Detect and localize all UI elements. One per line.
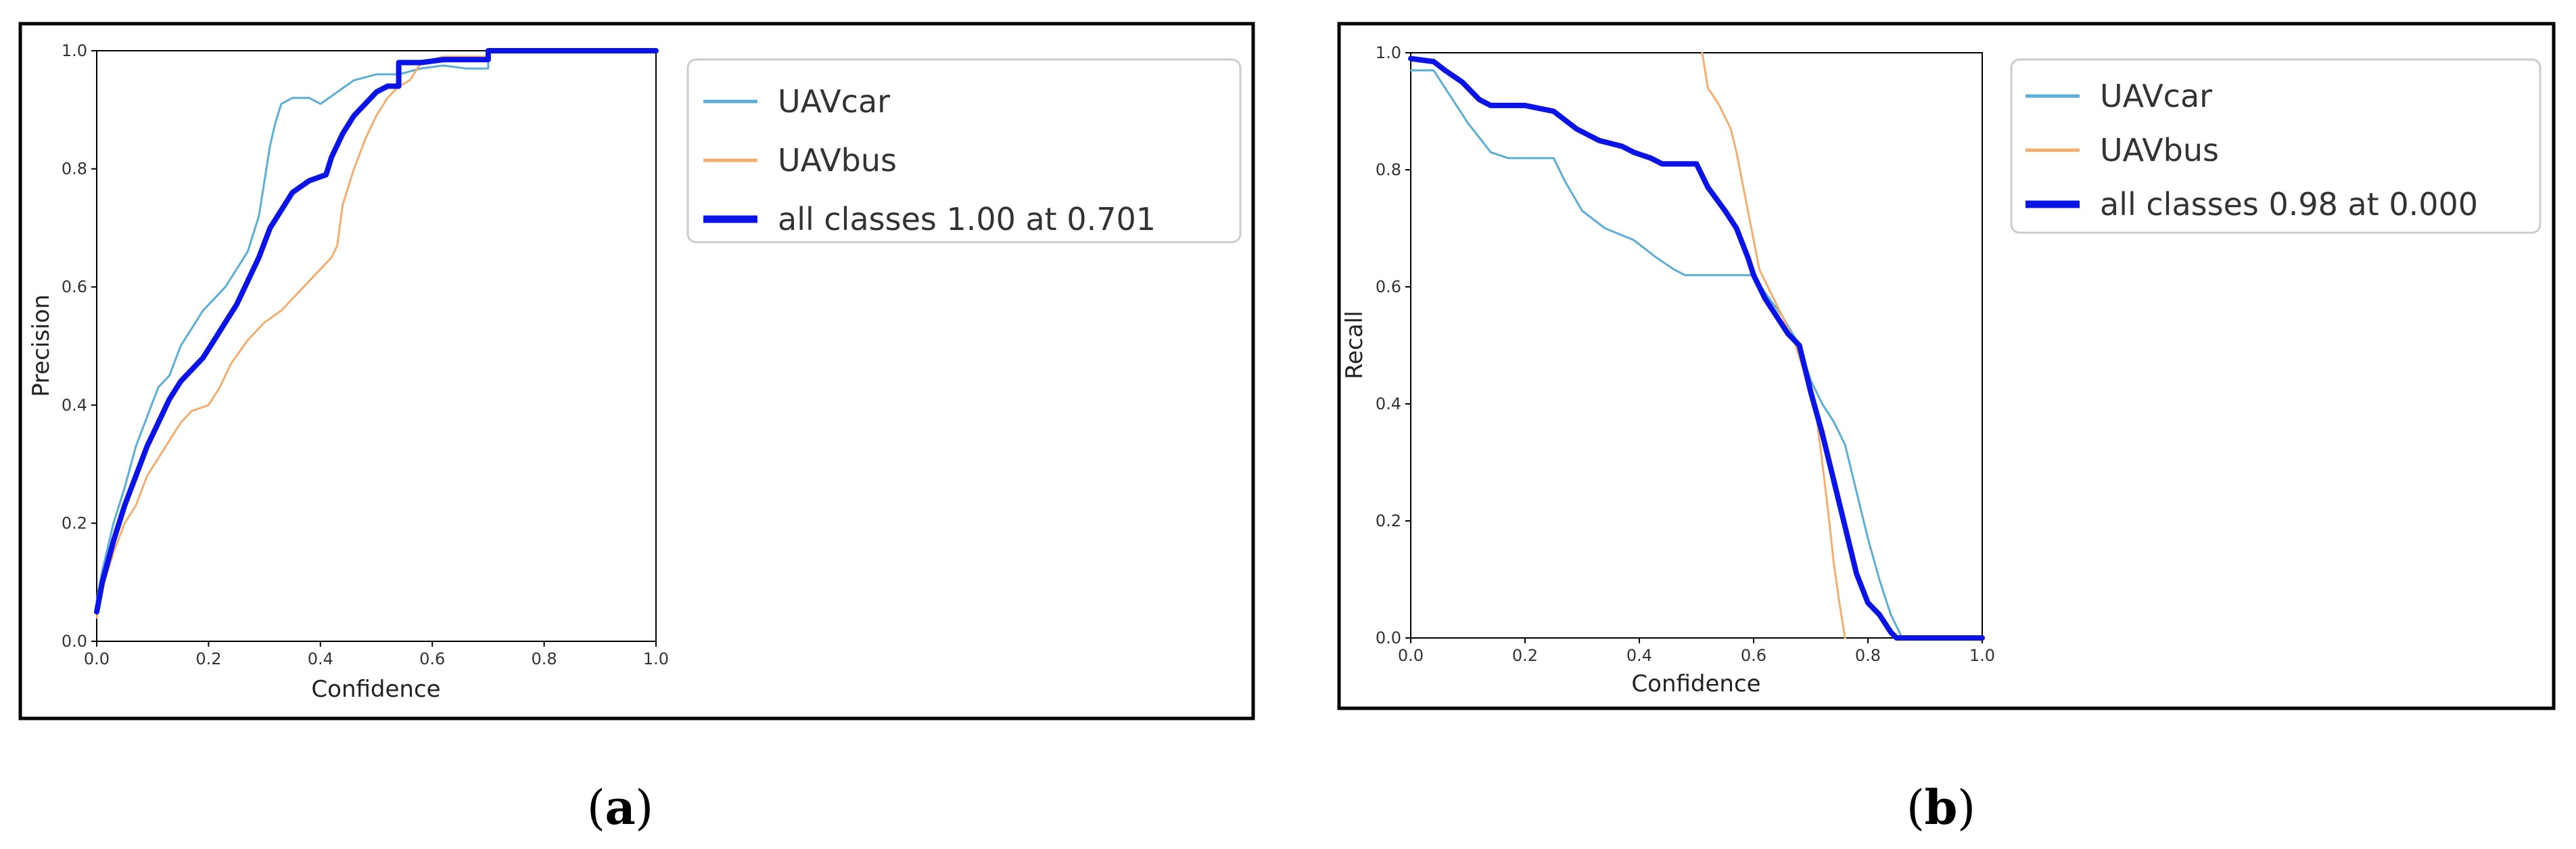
panel-b-series	[1408, 51, 1985, 641]
panel-b-x-axis-label: Confidence	[1631, 670, 1760, 697]
y-tick-label: 0.0	[62, 632, 87, 651]
panel-b-plot-area	[1410, 52, 1983, 639]
x-tick-label: 0.6	[1741, 646, 1766, 665]
panel-a: 0.0 0.2 0.4 0.6 0.8 1.0 0.0 0.2 0.4 0.6 0.8 1.0 Con…	[18, 22, 1255, 835]
y-tick-label: 0.8	[1376, 160, 1401, 179]
panel-b-caption-letter: b	[1925, 779, 1958, 835]
panel-a-legend: UAVcar UAVbus all classes 1.00 at 0.701	[703, 83, 1156, 237]
legend-label-3: all classes 1.00 at 0.701	[778, 201, 1156, 237]
x-tick-label: 1.0	[1969, 646, 1995, 665]
panel-a-caption-close: )	[635, 780, 653, 835]
panel-a-x-axis-label: Confidence	[311, 676, 440, 703]
panel-a-caption-letter: a	[605, 779, 635, 835]
legend-label-2: UAVbus	[2100, 132, 2219, 168]
series-line-3	[94, 48, 659, 615]
y-tick-label: 0.4	[1376, 394, 1401, 413]
y-tick-label: 0.2	[62, 513, 87, 532]
panel-b-legend: UAVcar UAVbus all classes 0.98 at 0.000	[2025, 78, 2478, 223]
legend-label-2: UAVbus	[778, 142, 897, 179]
panel-b-y-axis-label: Recall	[1341, 311, 1368, 379]
x-tick-label: 0.0	[84, 649, 110, 668]
y-tick-label: 1.0	[62, 41, 87, 60]
y-tick-label: 1.0	[1376, 43, 1401, 62]
x-tick-label: 1.0	[643, 649, 669, 668]
x-tick-label: 0.6	[419, 649, 445, 668]
panel-a-series	[94, 48, 659, 619]
panel-a-caption-open: (	[587, 780, 605, 835]
series-line-1	[95, 49, 657, 601]
legend-label-1: UAVcar	[778, 83, 890, 120]
x-tick-label: 0.2	[1512, 646, 1538, 665]
y-tick-label: 0.8	[62, 160, 87, 179]
series-line-2	[95, 49, 657, 619]
panel-a-ticks: 0.0 0.2 0.4 0.6 0.8 1.0 0.0 0.2 0.4 0.6 0.8 1.0	[62, 41, 669, 668]
panel-b-caption-open: (	[1906, 780, 1925, 835]
x-tick-label: 0.4	[308, 649, 333, 668]
x-tick-label: 0.4	[1626, 646, 1652, 665]
series-line-2	[1701, 51, 1846, 639]
series-line-1	[1409, 69, 1984, 639]
y-tick-label: 0.6	[62, 277, 87, 296]
y-tick-label: 0.4	[62, 396, 87, 415]
legend-label-3: all classes 0.98 at 0.000	[2100, 186, 2478, 223]
panel-a-plot-area	[96, 50, 657, 642]
x-tick-label: 0.0	[1398, 646, 1424, 665]
panel-b-caption-close: )	[1957, 780, 1975, 835]
x-tick-label: 0.8	[1855, 646, 1881, 665]
panel-a-legend-box	[686, 58, 1242, 244]
panel-b: 0.0 0.2 0.4 0.6 0.8 1.0 0.0 0.2 0.4 0.6 0.8 1.0 Con…	[1337, 22, 2556, 835]
y-tick-label: 0.0	[1376, 628, 1401, 647]
panel-b-legend-box	[2010, 58, 2542, 234]
series-line-3	[1408, 55, 1985, 641]
x-tick-label: 0.2	[195, 649, 221, 668]
y-tick-label: 0.2	[1376, 511, 1401, 530]
panel-a-y-axis-label: Precision	[28, 294, 55, 397]
legend-label-1: UAVcar	[2100, 78, 2212, 114]
panel-b-ticks: 0.0 0.2 0.4 0.6 0.8 1.0 0.0 0.2 0.4 0.6 0.8 1.0	[1376, 43, 1995, 665]
y-tick-label: 0.6	[1376, 277, 1401, 296]
x-tick-label: 0.8	[532, 649, 557, 668]
